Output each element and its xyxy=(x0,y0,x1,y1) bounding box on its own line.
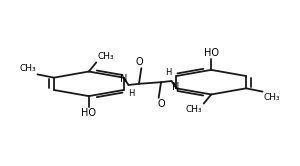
Text: H: H xyxy=(165,68,172,77)
Text: CH₃: CH₃ xyxy=(98,52,114,61)
Text: N: N xyxy=(172,82,180,92)
Text: O: O xyxy=(157,99,165,109)
Text: N: N xyxy=(120,74,128,84)
Text: HO: HO xyxy=(81,108,96,119)
Text: CH₃: CH₃ xyxy=(186,105,202,114)
Text: CH₃: CH₃ xyxy=(264,93,280,102)
Text: H: H xyxy=(128,89,135,98)
Text: CH₃: CH₃ xyxy=(20,64,36,73)
Text: O: O xyxy=(135,57,143,67)
Text: HO: HO xyxy=(204,47,219,58)
